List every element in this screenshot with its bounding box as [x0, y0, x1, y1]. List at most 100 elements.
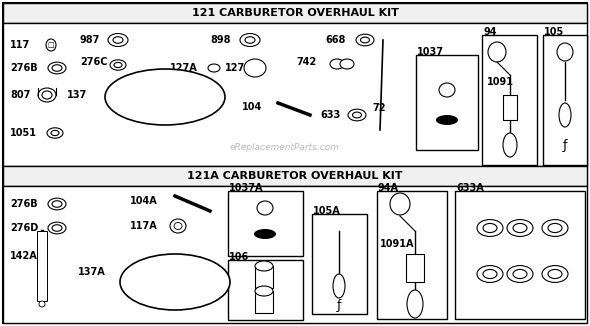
Text: 127A: 127A — [170, 63, 198, 73]
Ellipse shape — [240, 34, 260, 47]
Ellipse shape — [390, 193, 410, 215]
Text: 898: 898 — [210, 35, 231, 45]
Bar — [3, 186, 587, 323]
Text: 1037A: 1037A — [229, 183, 264, 193]
Text: 121A CARBURETOR OVERHAUL KIT: 121A CARBURETOR OVERHAUL KIT — [187, 171, 403, 181]
Bar — [503, 95, 517, 120]
Ellipse shape — [483, 270, 497, 278]
Ellipse shape — [340, 59, 354, 69]
Ellipse shape — [51, 130, 59, 136]
Ellipse shape — [557, 43, 573, 61]
Ellipse shape — [439, 83, 455, 97]
Ellipse shape — [114, 62, 122, 67]
Text: 127: 127 — [225, 63, 245, 73]
Text: 633A: 633A — [456, 183, 484, 193]
Ellipse shape — [352, 112, 362, 118]
Text: 276B: 276B — [10, 63, 38, 73]
Text: 137A: 137A — [78, 267, 106, 277]
Ellipse shape — [113, 37, 123, 43]
Ellipse shape — [108, 34, 128, 47]
Text: 1091: 1091 — [487, 77, 514, 87]
Ellipse shape — [46, 39, 56, 51]
Ellipse shape — [52, 225, 62, 231]
Ellipse shape — [105, 69, 225, 125]
Ellipse shape — [559, 103, 571, 127]
Bar — [406, 254, 424, 282]
Bar — [482, 35, 537, 165]
Ellipse shape — [513, 223, 527, 232]
Ellipse shape — [507, 266, 533, 282]
Ellipse shape — [48, 62, 66, 74]
Ellipse shape — [120, 254, 230, 310]
Ellipse shape — [330, 59, 344, 69]
Ellipse shape — [436, 115, 458, 125]
Text: 72: 72 — [372, 103, 385, 113]
Ellipse shape — [542, 219, 568, 236]
Bar — [3, 166, 587, 186]
Bar — [543, 35, 587, 165]
Ellipse shape — [47, 128, 63, 138]
Text: 105: 105 — [544, 27, 564, 37]
Text: 1037: 1037 — [417, 47, 444, 57]
Text: 104A: 104A — [130, 196, 158, 206]
Bar — [37, 231, 47, 301]
Text: 117A: 117A — [130, 221, 158, 231]
Text: 94A: 94A — [378, 183, 399, 193]
Ellipse shape — [244, 59, 266, 77]
Text: 276C: 276C — [80, 57, 107, 67]
Ellipse shape — [356, 34, 374, 46]
Text: 137: 137 — [67, 90, 87, 100]
Ellipse shape — [477, 266, 503, 282]
Ellipse shape — [548, 223, 562, 232]
Text: □: □ — [48, 42, 54, 48]
Text: 105A: 105A — [313, 206, 341, 216]
Bar — [416, 55, 478, 150]
Ellipse shape — [507, 219, 533, 236]
Ellipse shape — [245, 37, 255, 43]
Ellipse shape — [52, 65, 62, 71]
Ellipse shape — [257, 201, 273, 215]
Ellipse shape — [483, 223, 497, 232]
Bar — [228, 260, 303, 320]
Ellipse shape — [174, 223, 182, 230]
Text: 142A: 142A — [10, 251, 38, 261]
Text: 106: 106 — [229, 252, 249, 262]
Text: 117: 117 — [10, 40, 30, 50]
Ellipse shape — [48, 198, 66, 210]
Ellipse shape — [254, 229, 276, 239]
Text: 742: 742 — [296, 57, 316, 67]
Ellipse shape — [477, 219, 503, 236]
Bar — [377, 191, 447, 319]
Ellipse shape — [503, 133, 517, 157]
Text: 1091A: 1091A — [380, 239, 415, 249]
Text: ƒ: ƒ — [337, 300, 341, 313]
Ellipse shape — [52, 201, 62, 207]
Ellipse shape — [110, 60, 126, 70]
Bar — [3, 23, 587, 166]
Text: ƒ: ƒ — [563, 139, 567, 152]
Ellipse shape — [39, 301, 45, 307]
Bar — [228, 191, 303, 256]
Text: 668: 668 — [325, 35, 345, 45]
Ellipse shape — [488, 42, 506, 62]
Text: 633: 633 — [320, 110, 340, 120]
Ellipse shape — [360, 37, 369, 43]
Bar — [255, 291, 273, 313]
Ellipse shape — [38, 88, 56, 102]
Ellipse shape — [255, 286, 273, 296]
Ellipse shape — [348, 109, 366, 121]
Text: 121 CARBURETOR OVERHAUL KIT: 121 CARBURETOR OVERHAUL KIT — [192, 8, 398, 18]
Text: eReplacementParts.com: eReplacementParts.com — [230, 143, 340, 153]
Text: 276B: 276B — [10, 199, 38, 209]
Ellipse shape — [255, 261, 273, 271]
Ellipse shape — [170, 219, 186, 233]
Bar — [255, 266, 273, 288]
Text: 276D: 276D — [10, 223, 38, 233]
Text: 94: 94 — [483, 27, 497, 37]
Bar — [455, 191, 585, 319]
Ellipse shape — [208, 64, 220, 72]
Text: 987: 987 — [80, 35, 100, 45]
Ellipse shape — [42, 91, 52, 99]
Text: 104: 104 — [242, 102, 262, 112]
Text: 1051: 1051 — [10, 128, 37, 138]
